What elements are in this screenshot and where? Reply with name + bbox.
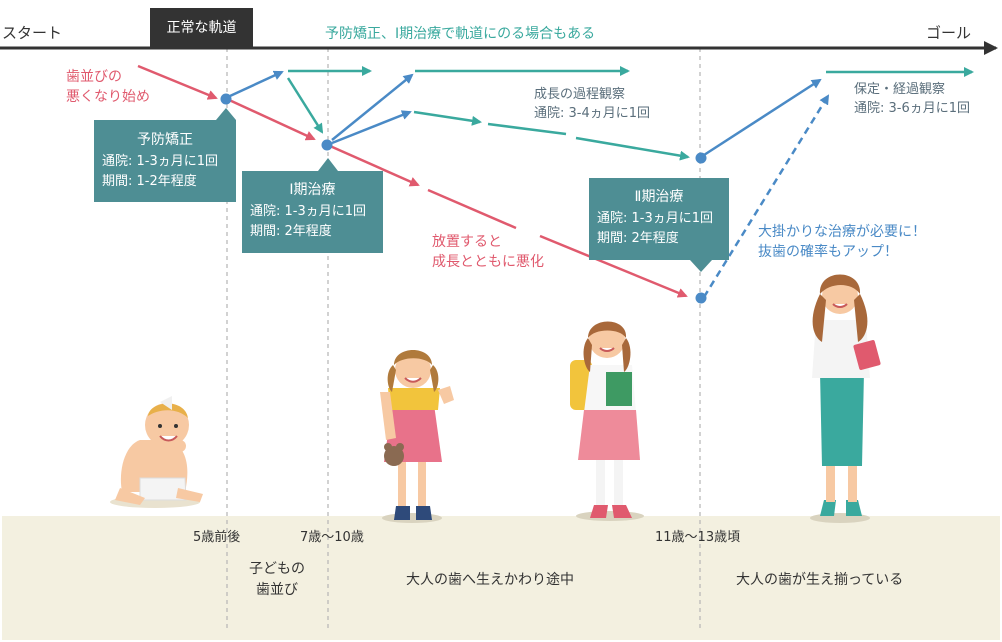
phase2-line: 期間: 2年程度 xyxy=(597,231,679,246)
schoolgirl-illustration xyxy=(570,321,644,521)
preventive-line: 通院: 1-3ヵ月に1回 xyxy=(102,154,219,169)
woman-illustration xyxy=(810,274,881,523)
phase1-title: Ⅰ期治療 xyxy=(289,182,336,198)
blue-paths xyxy=(229,70,830,298)
phase2-title: Ⅱ期治療 xyxy=(634,189,684,205)
normal-track-tab xyxy=(150,8,253,48)
phase2-box: Ⅱ期治療 通院: 1-3ヵ月に1回 期間: 2年程度 xyxy=(589,178,729,260)
preventive-line: 期間: 1-2年程度 xyxy=(102,174,197,189)
top-note: 予防矯正、Ⅰ期治療で軌道にのる場合もある xyxy=(325,26,596,42)
teal-paths xyxy=(286,66,974,161)
stage-mixed-teeth: 大人の歯へ生えかわり途中 xyxy=(406,572,574,588)
retention-note: 保定・経過観察 通院: 3-6ヵ月に1回 xyxy=(854,82,971,116)
worsening-path xyxy=(137,64,688,298)
growth-observation-note: 成長の過程観察 通院: 3-4ヵ月に1回 xyxy=(534,87,651,121)
phase1-line: 期間: 2年程度 xyxy=(250,224,332,239)
node-dots xyxy=(220,93,707,304)
age-label-7-10: 7歳〜10歳 xyxy=(300,530,364,545)
stage-child-teeth: 子どもの 歯並び xyxy=(249,561,305,598)
neglect-note: 放置すると 成長とともに悪化 xyxy=(432,234,544,270)
box-pointers xyxy=(216,108,712,272)
age-label-11-13: 11歳〜13歳頃 xyxy=(655,530,741,545)
phase1-line: 通院: 1-3ヵ月に1回 xyxy=(250,204,367,219)
phase2-line: 通院: 1-3ヵ月に1回 xyxy=(597,211,714,226)
bottom-band xyxy=(2,516,1000,640)
girl-teddy-illustration xyxy=(380,350,454,523)
preventive-title: 予防矯正 xyxy=(137,132,193,148)
worsening-start-note: 歯並びの 悪くなり始め xyxy=(66,69,150,105)
stage-adult-teeth: 大人の歯が生え揃っている xyxy=(736,572,904,588)
normal-track-label: 正常な軌道 xyxy=(166,20,237,36)
age-label-5: 5歳前後 xyxy=(193,530,241,545)
preventive-box: 予防矯正 通院: 1-3ヵ月に1回 期間: 1-2年程度 xyxy=(94,120,236,202)
goal-label: ゴール xyxy=(926,24,972,42)
start-label: スタート xyxy=(2,24,63,42)
baby-illustration xyxy=(110,396,203,508)
major-treatment-note: 大掛かりな治療が必要に！ 抜歯の確率もアップ！ xyxy=(758,224,926,260)
phase1-box: Ⅰ期治療 通院: 1-3ヵ月に1回 期間: 2年程度 xyxy=(242,171,383,253)
